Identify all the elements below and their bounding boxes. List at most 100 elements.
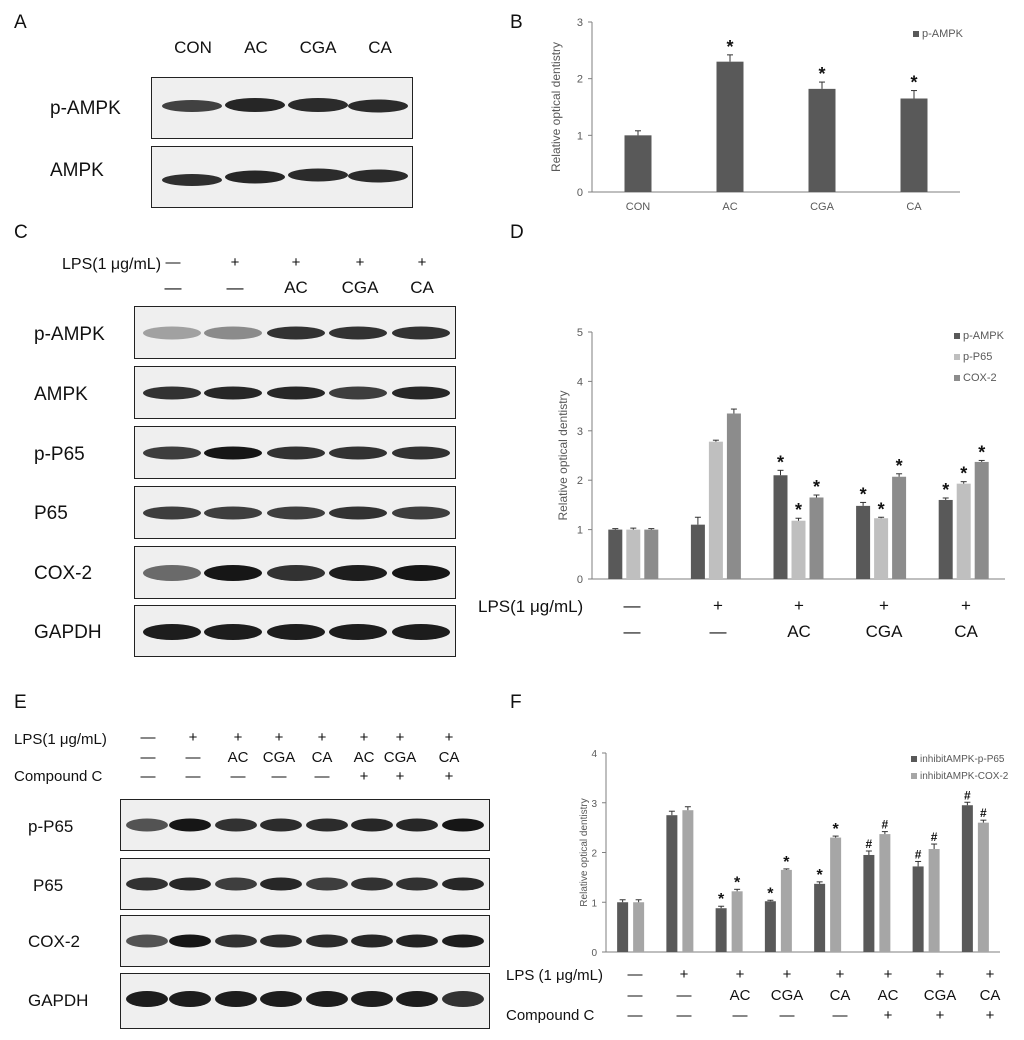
significance-marker: *: [860, 484, 867, 504]
y-tick-label: 0: [591, 948, 597, 959]
significance-marker: *: [978, 442, 985, 462]
significance-marker: *: [734, 874, 741, 891]
significance-marker: *: [813, 477, 820, 497]
lps-value: +: [230, 254, 240, 271]
lane-label: CGA: [299, 38, 337, 57]
legend-label: p-P65: [963, 351, 992, 363]
blot-strip: [151, 77, 413, 139]
panel-label-a: A: [14, 12, 27, 33]
significance-marker: #: [882, 818, 889, 832]
blot-band: [442, 877, 484, 891]
y-tick-label: 2: [591, 849, 597, 860]
treatment-value: —: [623, 622, 641, 641]
significance-marker: *: [817, 867, 824, 884]
bar: [856, 505, 871, 579]
blot-strip: [134, 605, 456, 657]
blot-bands: [126, 818, 484, 832]
treatment-value: —: [185, 749, 201, 766]
blot-band: [267, 446, 325, 460]
lps-value: +: [274, 729, 284, 746]
lps-label: LPS(1 μg/mL): [14, 731, 107, 748]
lps-value: +: [417, 254, 427, 271]
treatment-value: AC: [787, 622, 811, 641]
bar: [977, 822, 989, 952]
x-tick-label: CA: [906, 201, 922, 213]
blot-band: [169, 818, 211, 832]
treatment-value: CA: [979, 987, 1001, 1004]
bar: [938, 499, 953, 579]
bar: [961, 805, 973, 952]
bar: [644, 529, 659, 579]
blot-row-label: AMPK: [50, 160, 104, 181]
significance-marker: #: [931, 830, 938, 844]
panel-label-e: E: [14, 692, 27, 713]
blot-band: [143, 565, 201, 581]
legend-label: inhibitAMPK-COX-2: [920, 771, 1009, 782]
lps-label: LPS(1 μg/mL): [478, 597, 584, 616]
significance-marker: *: [718, 891, 725, 908]
blot-band: [126, 934, 168, 948]
blot-strip: [134, 546, 456, 599]
bar: [928, 849, 940, 952]
blot-band: [306, 991, 348, 1007]
bar: [690, 524, 705, 579]
blot-band: [329, 386, 387, 400]
blot-band: [204, 386, 262, 400]
significance-marker: *: [878, 499, 885, 519]
legend-swatch: [954, 333, 960, 339]
blot-strip: [134, 486, 456, 539]
bar: [814, 883, 826, 952]
lps-value: +: [794, 596, 804, 615]
blot-bands: [143, 624, 450, 640]
blot-bands: [143, 386, 450, 400]
blot-row-label: P65: [34, 503, 68, 524]
significance-marker: *: [960, 464, 967, 484]
blot-band: [267, 565, 325, 581]
significance-marker: #: [866, 837, 873, 851]
blot-band: [143, 506, 201, 520]
blot-strip: [120, 973, 490, 1029]
blot-band: [306, 877, 348, 891]
treatment-value: AC: [353, 749, 375, 766]
compound-c-value: +: [444, 768, 454, 785]
treatment-value: CGA: [865, 622, 903, 641]
panel-label-f: F: [510, 692, 522, 713]
significance-marker: *: [795, 500, 802, 520]
blot-band: [396, 818, 438, 832]
y-tick-label: 0: [577, 187, 583, 199]
treatment-value: —: [164, 278, 182, 297]
treatment-value: CA: [829, 987, 851, 1004]
blot-bands: [162, 98, 408, 113]
bar: [626, 529, 641, 579]
blot-band: [260, 991, 302, 1007]
blot-strip: [120, 915, 490, 967]
lane-label: AC: [244, 38, 268, 57]
bar: [912, 866, 924, 952]
compound-c-value: +: [395, 768, 405, 785]
legend-label: COX-2: [963, 372, 997, 384]
y-tick-label: 4: [591, 749, 597, 760]
blot-band: [396, 991, 438, 1007]
bar: [900, 98, 928, 192]
significance-marker: #: [964, 788, 971, 802]
significance-marker: *: [910, 73, 917, 93]
y-tick-label: 2: [577, 475, 583, 487]
blot-band: [169, 991, 211, 1007]
treatment-value: AC: [729, 987, 751, 1004]
blot-row-label: p-P65: [28, 817, 74, 836]
significance-marker: #: [915, 847, 922, 861]
blot-band: [215, 877, 257, 891]
bar: [808, 88, 836, 192]
significance-marker: *: [942, 480, 949, 500]
x-tick-label: AC: [722, 201, 737, 213]
blot-band: [351, 991, 393, 1007]
bar: [617, 902, 629, 952]
compound-c-value: —: [732, 1007, 748, 1024]
treatment-value: —: [226, 278, 244, 297]
chart-f-compound-c: 0 1 2 3 4 Relative optical dentistry * * * # # # * * *…: [579, 749, 1009, 959]
treatment-value: —: [709, 622, 727, 641]
compound-c-value: —: [185, 768, 201, 785]
legend-label: p-AMPK: [963, 330, 1005, 342]
blot-band: [351, 877, 393, 891]
treatment-value: —: [676, 987, 692, 1004]
